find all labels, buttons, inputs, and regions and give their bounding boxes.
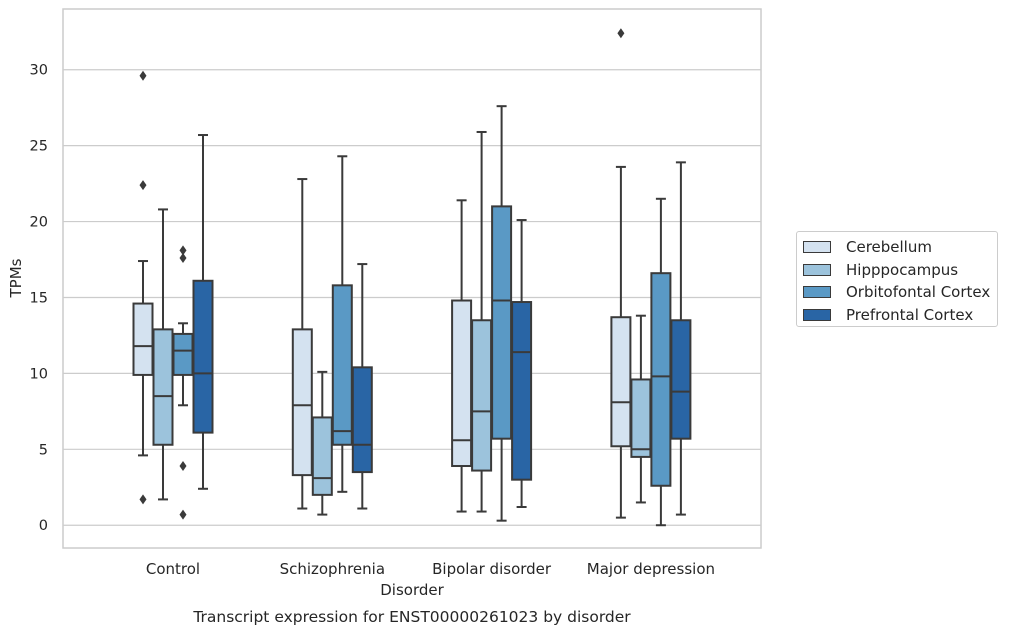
x-tick-label: Major depression	[587, 560, 715, 578]
outlier-point	[617, 28, 625, 39]
box-prefrontal-cortex-bipolar-disorder	[511, 219, 533, 509]
legend-swatch	[803, 286, 831, 299]
y-tick-label: 0	[39, 518, 48, 534]
outlier-point	[179, 253, 187, 264]
box-cerebellum-control	[132, 70, 154, 505]
iqr-box	[291, 328, 313, 477]
box-cerebellum-major-depression	[610, 28, 632, 519]
box-hipppocampus-bipolar-disorder	[471, 130, 493, 513]
legend-item: Orbitofontal Cortex	[803, 281, 997, 304]
outlier-point	[179, 461, 187, 472]
legend-label: Orbitofontal Cortex	[846, 283, 991, 302]
box-prefrontal-cortex-schizophrenia	[351, 263, 373, 510]
iqr-box	[152, 328, 174, 446]
box-cerebellum-schizophrenia	[291, 178, 313, 510]
box-orbitofontal-cortex-schizophrenia	[331, 155, 353, 493]
chart-caption: Transcript expression for ENST0000026102…	[192, 608, 631, 626]
box-plot-marks	[132, 28, 692, 527]
legend-swatch	[803, 308, 831, 321]
x-tick-label: Control	[146, 560, 200, 578]
x-tick-labels: Control Schizophrenia Bipolar disorder Majo…	[146, 560, 715, 578]
outlier-point	[139, 494, 147, 505]
legend-swatch	[803, 263, 831, 276]
box-orbitofontal-cortex-major-depression	[650, 197, 672, 527]
x-tick-label: Bipolar disorder	[432, 560, 552, 578]
box-hipppocampus-control	[152, 208, 174, 501]
iqr-box	[311, 416, 333, 496]
box-cerebellum-bipolar-disorder	[451, 199, 473, 513]
iqr-box	[610, 316, 632, 448]
legend-swatch	[803, 241, 831, 254]
y-tick-label: 10	[30, 366, 48, 382]
box-orbitofontal-cortex-control	[172, 245, 194, 520]
y-tick-label: 30	[30, 63, 48, 79]
iqr-box	[172, 332, 194, 376]
y-tick-label: 25	[30, 139, 48, 155]
outlier-point	[179, 509, 187, 520]
iqr-box	[491, 205, 513, 440]
iqr-box	[511, 301, 533, 481]
plot-area-border	[62, 8, 762, 549]
iqr-box	[650, 272, 672, 487]
iqr-box	[471, 319, 493, 472]
outlier-point	[139, 70, 147, 81]
outlier-point	[179, 245, 187, 256]
legend-label: Cerebellum	[846, 238, 932, 257]
iqr-box	[351, 366, 373, 474]
legend-item: Cerebellum	[803, 236, 997, 259]
y-tick-label: 20	[30, 215, 48, 231]
y-tick-label: 5	[39, 442, 48, 458]
legend-label: Prefrontal Cortex	[846, 305, 974, 324]
iqr-box	[192, 279, 214, 434]
chart-legend: Cerebellum Hipppocampus Orbitofontal Corte…	[796, 231, 998, 327]
y-axis-label: TPMs	[7, 258, 25, 298]
x-axis-label: Disorder	[380, 581, 444, 599]
box-prefrontal-cortex-control	[192, 134, 214, 490]
box-prefrontal-cortex-major-depression	[670, 161, 692, 516]
box-orbitofontal-cortex-bipolar-disorder	[491, 105, 513, 522]
legend-label: Hipppocampus	[846, 260, 959, 279]
x-tick-label: Schizophrenia	[280, 560, 385, 578]
iqr-box	[132, 302, 154, 376]
legend-item: Prefrontal Cortex	[803, 304, 997, 327]
outlier-point	[139, 180, 147, 191]
y-tick-label: 15	[30, 290, 48, 306]
legend-item: Hipppocampus	[803, 259, 997, 282]
iqr-box	[630, 378, 652, 458]
box-hipppocampus-major-depression	[630, 314, 652, 504]
iqr-box	[670, 319, 692, 440]
box-hipppocampus-schizophrenia	[311, 370, 333, 516]
iqr-box	[331, 284, 353, 446]
y-tick-labels: 0 5 10 15 20 25 30	[30, 63, 48, 534]
